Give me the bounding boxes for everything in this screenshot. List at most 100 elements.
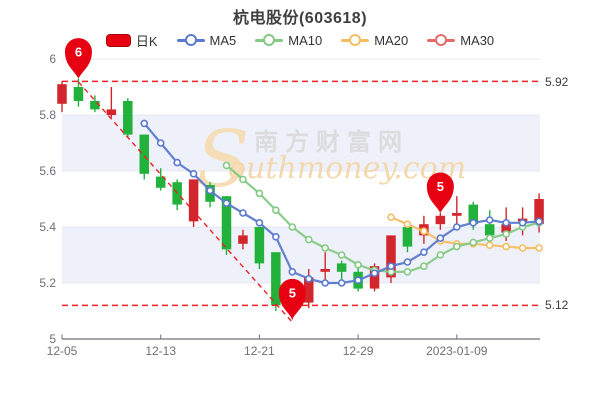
legend-item-ma10[interactable]: MA10 bbox=[255, 33, 322, 48]
ma5-marker bbox=[370, 269, 379, 278]
candle[interactable] bbox=[386, 235, 396, 283]
ma5-marker bbox=[436, 234, 445, 242]
watermark-swoosh: S bbox=[196, 115, 249, 205]
y-axis-label: 5 bbox=[49, 332, 56, 346]
candle[interactable] bbox=[155, 168, 166, 191]
legend-label: MA20 bbox=[374, 32, 409, 48]
candle[interactable] bbox=[254, 227, 265, 269]
ma5-marker bbox=[337, 279, 346, 287]
candle-body bbox=[221, 196, 232, 250]
ma10-marker bbox=[452, 242, 461, 251]
candle[interactable] bbox=[320, 252, 330, 281]
candle[interactable] bbox=[172, 179, 182, 211]
candles bbox=[57, 78, 544, 320]
legend-item-daily-k[interactable]: 日K bbox=[105, 31, 158, 50]
ma10-marker bbox=[304, 235, 313, 244]
legend-item-ma5[interactable]: MA5 bbox=[176, 32, 237, 48]
reference-price-high-label: 5.92 bbox=[545, 75, 569, 89]
watermark-cn-text: 南方财富网 bbox=[254, 128, 409, 156]
candle-body bbox=[468, 204, 478, 225]
ma5-marker bbox=[420, 248, 428, 256]
candle[interactable] bbox=[271, 252, 281, 311]
candle-body bbox=[304, 277, 314, 303]
ma5-marker bbox=[403, 258, 412, 266]
y-axis-label: 5.6 bbox=[39, 164, 56, 178]
ma10-marker bbox=[420, 262, 428, 271]
line-marker-icon bbox=[427, 34, 456, 46]
candle-body bbox=[73, 87, 84, 101]
ma10-marker bbox=[469, 238, 478, 247]
pin-shape bbox=[426, 172, 454, 213]
pin-shape bbox=[278, 278, 306, 320]
candle-body bbox=[369, 266, 380, 289]
candle-body bbox=[155, 176, 166, 188]
candle[interactable] bbox=[57, 81, 67, 113]
ma10-marker bbox=[272, 206, 280, 214]
candle[interactable] bbox=[73, 78, 84, 107]
candle-body bbox=[336, 263, 347, 272]
candle[interactable] bbox=[402, 224, 413, 253]
pin-shape bbox=[64, 38, 92, 79]
pin-label: 5 bbox=[437, 179, 444, 194]
legend-label: MA5 bbox=[209, 32, 237, 48]
ma10-marker bbox=[502, 230, 510, 238]
ma10-marker bbox=[337, 251, 346, 259]
watermark-en-text: outhmoney.com bbox=[228, 151, 466, 186]
candle[interactable] bbox=[123, 98, 133, 138]
ma10-marker bbox=[321, 244, 330, 252]
ma20-marker bbox=[420, 227, 428, 235]
candle-body bbox=[238, 235, 248, 244]
candle-body bbox=[484, 224, 495, 236]
ma5-marker bbox=[535, 217, 543, 226]
candle-body bbox=[501, 224, 511, 233]
candle[interactable] bbox=[106, 87, 117, 118]
ma10-line bbox=[222, 161, 543, 276]
candle-body bbox=[452, 213, 462, 216]
candle-body bbox=[90, 101, 100, 110]
candle-body bbox=[386, 235, 396, 278]
ma5-marker bbox=[156, 139, 165, 147]
candle-swatch-icon bbox=[105, 33, 131, 47]
pin-label: 5 bbox=[289, 285, 296, 300]
ma20-marker bbox=[485, 241, 494, 249]
chart-legend: 日K MA5 MA10 MA20 MA30 bbox=[0, 31, 600, 49]
ma5-line bbox=[140, 119, 543, 287]
ma20-marker bbox=[502, 242, 510, 251]
candle[interactable] bbox=[139, 134, 150, 180]
y-axis-label: 6 bbox=[49, 52, 56, 66]
legend-item-ma20[interactable]: MA20 bbox=[341, 33, 408, 48]
y-axis-label: 5.4 bbox=[39, 220, 56, 234]
x-axis-label: 12-29 bbox=[342, 344, 374, 358]
candle[interactable] bbox=[188, 179, 199, 227]
ma20-marker bbox=[387, 213, 395, 221]
candle[interactable] bbox=[90, 95, 100, 113]
legend-label: 日K bbox=[135, 33, 158, 49]
candle-body bbox=[106, 109, 117, 115]
candle-body bbox=[254, 227, 265, 264]
price-marker-pin: 5 bbox=[278, 278, 306, 320]
ma10-marker bbox=[403, 267, 412, 276]
ma5-marker bbox=[387, 262, 395, 271]
ma5-marker bbox=[288, 267, 297, 276]
ma5-marker bbox=[140, 119, 149, 128]
y-axis-label: 5.2 bbox=[39, 276, 56, 290]
ma5-marker bbox=[206, 186, 214, 195]
legend-item-ma30[interactable]: MA30 bbox=[427, 33, 494, 48]
ma5-marker bbox=[272, 233, 280, 241]
candle-body bbox=[123, 101, 133, 135]
candle-body bbox=[271, 252, 281, 306]
price-marker-pin: 6 bbox=[64, 38, 92, 79]
ma10-marker bbox=[354, 260, 362, 269]
ma10-marker bbox=[239, 175, 247, 184]
candle-body bbox=[435, 215, 446, 225]
candle-body bbox=[320, 269, 330, 272]
ma10-marker bbox=[222, 161, 231, 170]
candle[interactable] bbox=[435, 213, 446, 230]
line-marker-icon bbox=[176, 34, 205, 46]
x-axis-label: 12-21 bbox=[244, 344, 275, 358]
candle-body bbox=[534, 199, 544, 225]
candle[interactable] bbox=[238, 229, 248, 250]
ma5-marker bbox=[304, 274, 313, 283]
